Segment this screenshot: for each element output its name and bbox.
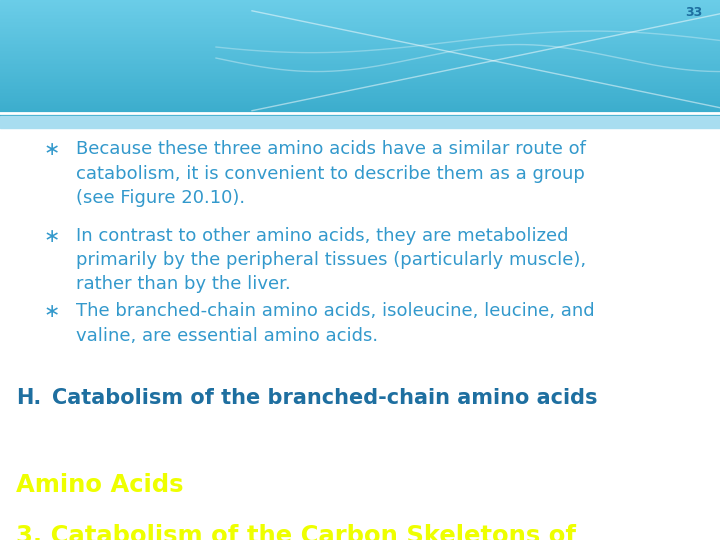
Bar <box>0 63 720 64</box>
Bar <box>0 106 720 107</box>
Bar <box>0 4 720 6</box>
Bar <box>0 72 720 74</box>
Bar <box>0 116 720 128</box>
Text: Amino Acids: Amino Acids <box>16 472 184 496</box>
Bar <box>0 28 720 29</box>
Bar <box>0 78 720 80</box>
Bar <box>0 64 720 65</box>
Bar <box>0 86 720 87</box>
Bar <box>0 13 720 15</box>
Text: In contrast to other amino acids, they are metabolized
primarily by the peripher: In contrast to other amino acids, they a… <box>76 227 586 293</box>
Bar <box>0 15 720 16</box>
Bar <box>0 84 720 86</box>
Bar <box>0 110 720 112</box>
Bar <box>0 77 720 78</box>
Bar <box>0 48 720 49</box>
Bar <box>0 68 720 70</box>
Bar <box>0 59 720 61</box>
Bar <box>0 45 720 46</box>
Bar <box>0 90 720 91</box>
Bar <box>0 80 720 82</box>
Text: Catabolism of the branched-chain amino acids: Catabolism of the branched-chain amino a… <box>52 388 598 408</box>
Bar <box>0 0 720 2</box>
Bar <box>0 51 720 52</box>
Bar <box>0 25 720 26</box>
Bar <box>0 61 720 63</box>
Bar <box>0 32 720 33</box>
Bar <box>0 21 720 22</box>
Bar <box>0 55 720 57</box>
Bar <box>0 9 720 10</box>
Bar <box>0 87 720 89</box>
Bar <box>0 96 720 97</box>
Bar <box>0 19 720 21</box>
Bar <box>0 103 720 105</box>
Bar <box>0 70 720 71</box>
Bar <box>0 16 720 17</box>
Bar <box>0 40 720 42</box>
Bar <box>0 46 720 48</box>
Bar <box>0 52 720 53</box>
Bar <box>0 91 720 93</box>
Bar <box>0 113 720 114</box>
Bar <box>0 22 720 23</box>
Bar <box>0 97 720 99</box>
Bar <box>0 36 720 38</box>
Bar <box>0 42 720 44</box>
Bar <box>0 17 720 19</box>
Bar <box>0 49 720 51</box>
Bar <box>0 65 720 67</box>
Bar <box>0 99 720 100</box>
Bar <box>0 81 720 83</box>
Text: ∗: ∗ <box>44 140 60 159</box>
Bar <box>0 94 720 96</box>
Bar <box>0 105 720 106</box>
Bar <box>0 53 720 55</box>
Bar <box>0 23 720 25</box>
Bar <box>0 10 720 11</box>
Bar <box>0 109 720 110</box>
Bar <box>0 6 720 7</box>
Bar <box>0 7 720 9</box>
Bar <box>0 44 720 45</box>
Bar <box>0 30 720 32</box>
Text: ∗: ∗ <box>44 302 60 321</box>
Bar <box>0 2 720 3</box>
Text: The branched-chain amino acids, isoleucine, leucine, and
valine, are essential a: The branched-chain amino acids, isoleuci… <box>76 302 594 345</box>
Bar <box>0 100 720 102</box>
Bar <box>0 3 720 4</box>
Bar <box>0 38 720 39</box>
Text: ∗: ∗ <box>44 227 60 246</box>
Bar <box>0 39 720 40</box>
Bar <box>0 26 720 28</box>
Text: H.: H. <box>16 388 41 408</box>
Bar <box>0 57 720 58</box>
Bar <box>0 114 720 116</box>
Bar <box>0 83 720 84</box>
Bar <box>0 102 720 103</box>
Bar <box>0 74 720 76</box>
Bar <box>0 71 720 72</box>
Text: 33: 33 <box>685 6 702 19</box>
Bar <box>0 67 720 68</box>
Bar <box>0 89 720 90</box>
Bar <box>0 33 720 35</box>
Bar <box>0 76 720 77</box>
Bar <box>0 107 720 109</box>
Bar <box>0 58 720 59</box>
Bar <box>0 35 720 36</box>
Bar <box>0 93 720 94</box>
Text: Because these three amino acids have a similar route of
catabolism, it is conven: Because these three amino acids have a s… <box>76 140 585 207</box>
Text: 3. Catabolism of the Carbon Skeletons of: 3. Catabolism of the Carbon Skeletons of <box>16 524 576 540</box>
Bar <box>0 112 720 113</box>
Bar <box>0 29 720 30</box>
Bar <box>0 11 720 13</box>
